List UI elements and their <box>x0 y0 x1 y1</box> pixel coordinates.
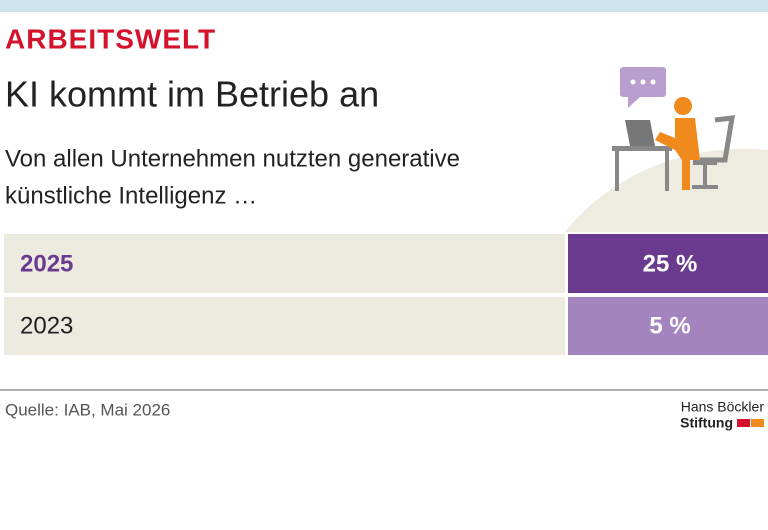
logo-mark <box>751 419 764 427</box>
row-label: 2023 <box>20 312 73 339</box>
table-cell <box>4 234 565 293</box>
subtitle: Von allen Unternehmen nutzten generative <box>5 145 460 172</box>
row-value: 25 % <box>643 250 698 277</box>
table-cell <box>568 297 768 355</box>
illustration <box>565 67 768 232</box>
row-value: 5 % <box>649 312 690 339</box>
subtitle: künstliche Intelligenz … <box>5 182 257 209</box>
title: KI kommt im Betrieb an <box>5 74 379 115</box>
table-cell <box>568 234 768 293</box>
logo-mark <box>737 419 750 427</box>
table-cell <box>4 297 565 355</box>
kicker: ARBEITSWELT <box>5 23 216 54</box>
source: Quelle: IAB, Mai 2026 <box>5 400 170 419</box>
row-label: 2025 <box>20 250 73 277</box>
logo-text: Stiftung <box>680 415 733 431</box>
logo-text: Hans Böckler <box>681 399 765 415</box>
top-strip <box>0 0 768 12</box>
